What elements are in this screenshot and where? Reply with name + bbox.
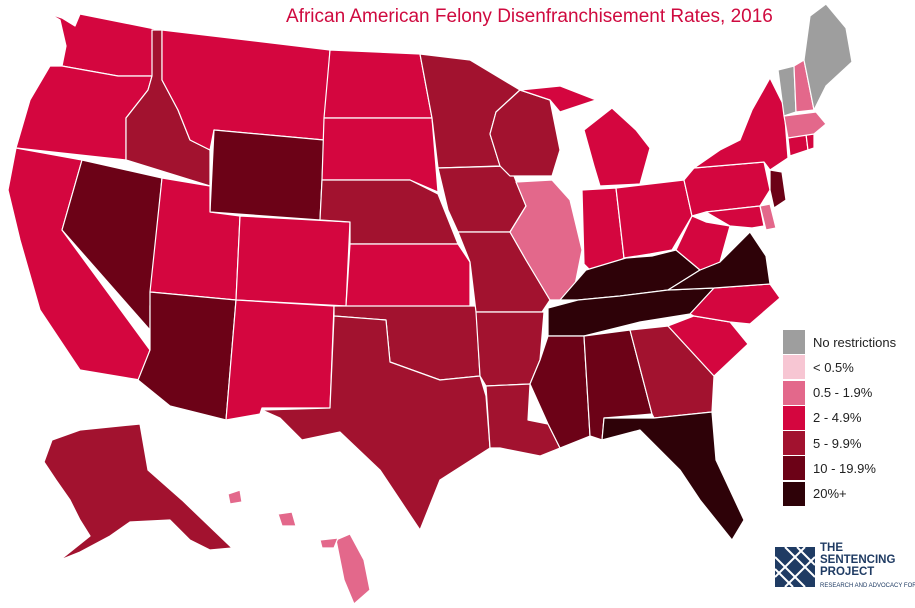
state-montana[interactable] [161, 29, 331, 151]
legend-item: 5 - 9.9% [783, 431, 896, 456]
state-alaska[interactable] [43, 423, 233, 561]
legend-item: < 0.5% [783, 355, 896, 380]
legend-swatch [783, 380, 805, 405]
legend-label: < 0.5% [813, 359, 854, 375]
map-title: African American Felony Disenfranchiseme… [286, 6, 773, 27]
legend-swatch [783, 456, 805, 481]
state-hawaii-kauai[interactable] [227, 489, 243, 505]
legend-label: No restrictions [813, 334, 897, 350]
state-hawaii[interactable] [335, 533, 371, 605]
legend-label: 2 - 4.9% [813, 410, 862, 426]
legend-item: 2 - 4.9% [783, 405, 896, 430]
legend-label: 20%+ [813, 486, 847, 502]
legend-swatch [783, 431, 805, 456]
state-south-carolina[interactable] [667, 315, 749, 377]
legend-swatch [783, 405, 805, 430]
logo-mark-icon [775, 547, 815, 587]
state-maryland[interactable] [705, 205, 765, 229]
sentencing-project-logo: THE SENTENCING PROJECT RESEARCH AND ADVO… [775, 542, 915, 592]
state-new-mexico[interactable] [225, 299, 335, 421]
logo-line-1: THE [820, 542, 843, 554]
state-south-dakota[interactable] [321, 117, 439, 193]
state-north-dakota[interactable] [323, 49, 433, 119]
state-colorado[interactable] [235, 215, 351, 307]
legend-swatch [783, 330, 805, 354]
legend: No restrictions < 0.5% 0.5 - 1.9% 2 - 4.9% 5… [783, 330, 896, 507]
legend-label: 10 - 19.9% [813, 460, 876, 476]
state-wyoming[interactable] [209, 129, 325, 221]
state-michigan[interactable] [583, 107, 651, 187]
legend-item: 10 - 19.9% [783, 456, 896, 481]
state-hawaii-maui[interactable] [319, 537, 339, 549]
logo-line-3: PROJECT [820, 566, 875, 578]
legend-swatch [783, 481, 805, 506]
legend-swatch [783, 355, 805, 380]
state-texas[interactable] [261, 315, 491, 531]
legend-item: 0.5 - 1.9% [783, 380, 896, 405]
legend-item: 20%+ [783, 481, 896, 506]
logo-tagline: RESEARCH AND ADVOCACY FOR REFORM [820, 583, 915, 589]
legend-label: 5 - 9.9% [813, 435, 862, 451]
state-massachusetts[interactable] [783, 111, 827, 139]
legend-item: No restrictions [783, 330, 896, 354]
state-arizona[interactable] [137, 291, 237, 421]
state-maine[interactable] [803, 3, 853, 111]
logo-line-2: SENTENCING [820, 554, 896, 566]
legend-label: 0.5 - 1.9% [813, 385, 873, 401]
state-new-york[interactable] [693, 77, 789, 171]
state-rhode-island[interactable] [805, 133, 815, 151]
state-new-jersey[interactable] [769, 169, 787, 209]
state-florida[interactable] [601, 411, 745, 541]
state-hawaii-oahu[interactable] [277, 511, 297, 527]
state-kansas[interactable] [345, 243, 471, 309]
state-michigan-up[interactable] [519, 85, 597, 113]
state-delaware[interactable] [759, 203, 777, 231]
